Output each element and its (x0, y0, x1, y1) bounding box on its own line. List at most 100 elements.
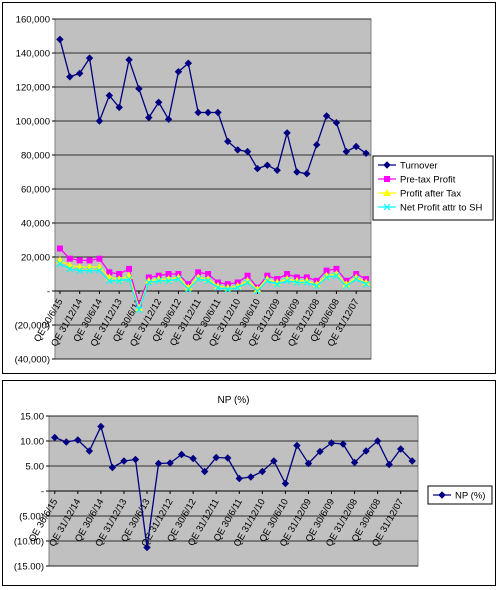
top-chart-panel: (40,000) (20,000) - 20,000 40,000 60,000 80,00… (2, 2, 496, 374)
c0-data-point (333, 272, 340, 280)
c0-data-point (66, 265, 74, 273)
c1-data-point (108, 463, 117, 472)
c0-data-point (76, 257, 83, 264)
c0-data-point (342, 147, 351, 156)
c0-data-point (115, 277, 123, 285)
top-chart-svg: (40,000) (20,000) - 20,000 40,000 60,000 80,00… (15, 15, 494, 366)
c1-data-point (316, 447, 324, 456)
c0-data-point (224, 285, 232, 293)
c0-legend-marker (383, 203, 391, 211)
c1-data-point (327, 439, 336, 447)
c0-y-tick-label: 160,000 (16, 15, 50, 26)
c1-y-tick-label: - (41, 487, 44, 498)
c1-data-point (270, 457, 278, 465)
c1-data-point (350, 458, 359, 467)
c0-data-point (273, 280, 281, 288)
c1-data-point (97, 422, 105, 431)
c0-data-point (214, 108, 222, 117)
c0-data-point (273, 166, 281, 175)
c0-y-tick-label: - (47, 287, 50, 298)
c1-legend-marker (438, 491, 446, 499)
c1-data-point (166, 459, 174, 467)
c1-chart-title: NP (%) (217, 395, 249, 406)
c0-data-point (233, 146, 242, 154)
c0-series-line-3 (59, 263, 367, 312)
c0-data-point (342, 282, 350, 290)
c0-data-point (66, 255, 73, 262)
c0-legend-label: Turnover (400, 161, 438, 172)
c0-data-point (253, 164, 262, 173)
c0-data-point (224, 137, 232, 146)
c0-data-point (76, 267, 84, 275)
c0-y-tick-label: 100,000 (16, 117, 50, 128)
c1-data-point (212, 453, 220, 462)
c0-data-point (194, 108, 202, 117)
c0-legend-label: Net Profit attr to SH (400, 203, 482, 214)
c0-data-point (155, 277, 163, 285)
c0-data-point (263, 161, 272, 169)
c0-data-point (293, 168, 301, 176)
c1-data-point (385, 460, 393, 469)
c0-data-point (352, 142, 360, 151)
c0-data-point (165, 277, 172, 285)
c0-data-point (263, 277, 271, 285)
bottom-chart-svg: NP (%) (15.00) (10.00) (5.00) - 5.00 10.00 15.0… (14, 395, 493, 573)
c0-y-tick-label: 140,000 (16, 49, 50, 60)
c0-data-point (66, 73, 74, 81)
c0-y-tick-label: 40,000 (21, 219, 50, 230)
c1-y-tick-label: 5.00 (26, 462, 45, 473)
c0-data-point (313, 282, 321, 290)
c0-data-point (174, 67, 183, 76)
c1-legend (427, 485, 493, 505)
c0-data-point (362, 149, 370, 158)
c1-data-point (143, 543, 151, 552)
c1-data-point (373, 437, 382, 445)
c0-data-point (56, 35, 64, 44)
c0-data-point (312, 141, 321, 149)
c0-y-tick-label: 60,000 (21, 185, 50, 196)
c1-y-tick-label: 10.00 (20, 437, 44, 448)
c0-data-point (56, 245, 63, 252)
c0-data-point (145, 113, 153, 122)
c0-legend-marker (383, 161, 391, 169)
c0-data-point (184, 59, 193, 67)
c0-data-point (126, 265, 133, 272)
c0-data-point (105, 277, 113, 285)
c0-data-point (96, 267, 103, 275)
c0-data-point (125, 56, 133, 64)
c1-data-point (281, 479, 290, 488)
c1-legend-label: NP (%) (455, 491, 485, 502)
c0-y-tick-label: (20,000) (15, 321, 50, 332)
c1-data-point (51, 433, 59, 442)
c0-data-point (194, 275, 202, 283)
c0-data-point (86, 267, 93, 275)
c0-legend-marker (383, 188, 391, 196)
c0-data-point (332, 118, 341, 127)
c0-data-point (75, 69, 84, 78)
c1-data-point (408, 457, 416, 465)
c0-data-point (214, 284, 222, 292)
c0-data-point (303, 279, 311, 286)
c1-data-point (339, 440, 347, 448)
c1-data-point (258, 467, 267, 476)
c0-data-point (303, 169, 311, 178)
c0-data-point (115, 103, 123, 112)
c1-data-point (293, 441, 301, 450)
c1-data-point (62, 438, 71, 446)
c1-data-point (362, 447, 370, 455)
c0-data-point (164, 115, 173, 124)
c0-data-point (283, 129, 291, 137)
c1-data-point (154, 459, 163, 468)
c1-data-point (304, 459, 313, 468)
c1-data-point (177, 450, 186, 459)
c0-legend-marker (384, 176, 390, 182)
c0-data-point (154, 98, 163, 107)
c0-data-point (244, 279, 251, 286)
c1-data-point (74, 436, 82, 444)
c0-data-point (56, 260, 64, 268)
c1-data-point (235, 474, 243, 483)
bottom-chart-panel: NP (%) (15.00) (10.00) (5.00) - 5.00 10.00 15.0… (2, 380, 496, 586)
c0-data-point (234, 284, 242, 292)
c1-data-point (224, 454, 232, 462)
c1-data-point (396, 445, 405, 453)
